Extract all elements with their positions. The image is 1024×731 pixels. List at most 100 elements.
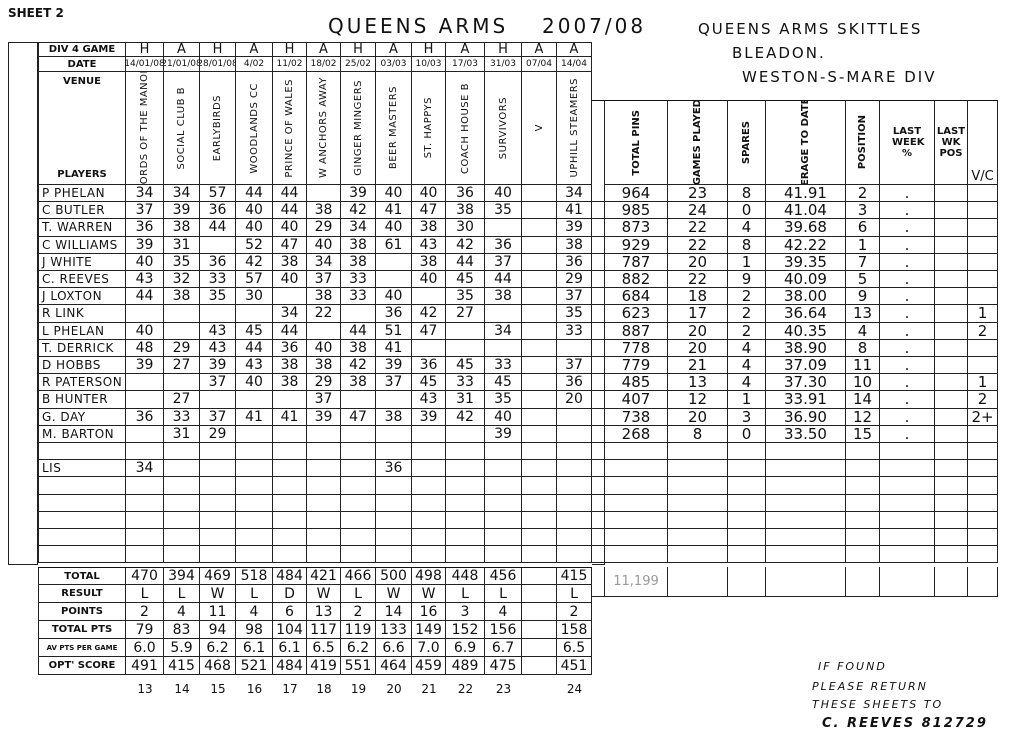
- player-name: G. DAY: [38, 408, 126, 426]
- stats-spacer: [592, 202, 605, 220]
- score-cell: [126, 443, 164, 461]
- stats-spacer: [592, 219, 605, 237]
- stats-spares: 9: [728, 271, 766, 289]
- stats-spares: 2: [728, 322, 766, 340]
- score-cell: [412, 511, 446, 529]
- score-cell: [236, 391, 273, 409]
- blank-row-name: [38, 511, 126, 529]
- score-cell: [164, 511, 200, 529]
- score-cell: 38: [341, 253, 376, 271]
- stats-total-empty: [668, 567, 728, 597]
- stats-games: 8: [668, 425, 728, 443]
- summary-value: 2: [341, 603, 376, 621]
- stats-last-week: .: [880, 305, 935, 323]
- score-cell: 36: [557, 253, 592, 271]
- score-cell: [557, 511, 592, 529]
- stats-last-wk-pos: [935, 185, 968, 203]
- match-date: 03/03: [376, 57, 412, 72]
- score-cell: 38: [341, 236, 376, 254]
- footer-note-2: PLEASE RETURN: [812, 680, 928, 693]
- summary-value: [522, 567, 557, 585]
- summary-value: 14: [376, 603, 412, 621]
- score-cell: [126, 374, 164, 392]
- summary-value: 500: [376, 567, 412, 585]
- score-cell: 33: [485, 357, 522, 375]
- score-cell: 43: [412, 391, 446, 409]
- score-cell: 37: [557, 288, 592, 306]
- stats-last-wk-pos: [935, 443, 968, 461]
- score-cell: 37: [376, 374, 412, 392]
- stats-average: 41.04: [766, 202, 846, 220]
- score-cell: [164, 305, 200, 323]
- score-cell: [236, 305, 273, 323]
- score-cell: [522, 425, 557, 443]
- stats-spares: 4: [728, 374, 766, 392]
- stats-average: 40.09: [766, 271, 846, 289]
- score-cell: 30: [236, 288, 273, 306]
- score-cell: [485, 546, 522, 564]
- score-cell: 34: [164, 185, 200, 203]
- score-cell: 40: [307, 236, 341, 254]
- stats-last-week: .: [880, 374, 935, 392]
- stats-spares: [728, 477, 766, 495]
- blank-row-name: [38, 443, 126, 461]
- stats-spares: 4: [728, 339, 766, 357]
- score-cell: 34: [126, 460, 164, 478]
- score-cell: 20: [557, 391, 592, 409]
- home-away: H: [126, 42, 164, 57]
- score-cell: [522, 219, 557, 237]
- stats-position: [846, 443, 880, 461]
- score-cell: [522, 202, 557, 220]
- summary-value: 469: [200, 567, 236, 585]
- score-cell: [164, 443, 200, 461]
- summary-value: [522, 585, 557, 603]
- summary-value: D: [273, 585, 307, 603]
- stats-position: 10: [846, 374, 880, 392]
- stats-spacer: [592, 322, 605, 340]
- match-venue: V: [522, 72, 557, 185]
- score-cell: 35: [200, 288, 236, 306]
- score-cell: 41: [236, 408, 273, 426]
- stats-games: 20: [668, 253, 728, 271]
- match-number: 15: [210, 682, 226, 696]
- stats-position: 3: [846, 202, 880, 220]
- stats-average: 38.90: [766, 339, 846, 357]
- player-name: C WILLIAMS: [38, 236, 126, 254]
- score-cell: 40: [236, 219, 273, 237]
- score-cell: 39: [485, 425, 522, 443]
- stats-spacer: [592, 494, 605, 512]
- score-cell: [485, 494, 522, 512]
- score-cell: 44: [446, 253, 485, 271]
- stats-total-empty: [880, 567, 935, 597]
- stats-average: [766, 529, 846, 547]
- score-cell: [200, 460, 236, 478]
- stats-average: 36.90: [766, 408, 846, 426]
- stats-total-pins: 964: [605, 185, 668, 203]
- stats-spacer: [592, 425, 605, 443]
- match-venue-text: BEER MASTERS: [388, 86, 399, 170]
- summary-value: 484: [273, 567, 307, 585]
- match-date: 17/03: [446, 57, 485, 72]
- score-cell: 35: [446, 288, 485, 306]
- score-cell: [341, 477, 376, 495]
- score-cell: 41: [376, 202, 412, 220]
- match-number: 13: [137, 682, 153, 696]
- summary-value: 491: [126, 657, 164, 675]
- score-cell: 38: [341, 374, 376, 392]
- stats-average: 38.00: [766, 288, 846, 306]
- score-cell: 43: [236, 357, 273, 375]
- stats-header-label: GAMES PLAYED: [692, 100, 703, 185]
- score-cell: [273, 546, 307, 564]
- row-number-column: [8, 42, 38, 565]
- score-cell: 36: [200, 253, 236, 271]
- stats-header-spares: SPARES: [728, 100, 766, 185]
- score-cell: [522, 185, 557, 203]
- score-cell: [307, 546, 341, 564]
- summary-value: 415: [557, 567, 592, 585]
- stats-header-position: POSITION: [846, 100, 880, 185]
- score-cell: 37: [126, 202, 164, 220]
- stats-spacer: [592, 253, 605, 271]
- home-away: A: [522, 42, 557, 57]
- stats-games: [668, 546, 728, 564]
- score-cell: [164, 322, 200, 340]
